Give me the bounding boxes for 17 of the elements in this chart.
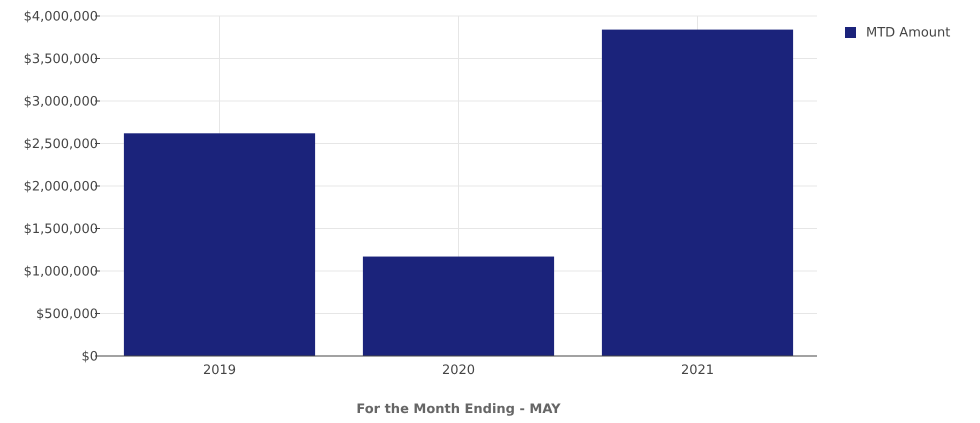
y-tick-label: $2,000,000 [24,180,98,195]
x-axis-title: For the Month Ending - MAY [356,402,562,417]
y-tick-label: $1,000,000 [24,264,98,280]
y-tick-label: $3,000,000 [24,94,98,110]
y-tick-label: $1,500,000 [24,222,98,238]
legend-label: MTD Amount [866,26,950,41]
y-tick-label: $4,000,000 [24,10,98,25]
x-tick-label: 2020 [442,363,476,378]
x-tick-label: 2019 [202,363,236,378]
bar [602,30,794,356]
y-tick-label: $2,500,000 [24,137,98,152]
bar [362,256,554,356]
y-tick-label: $3,500,000 [24,52,98,68]
y-tick-label: $0 [81,350,98,365]
bar [124,133,316,356]
y-tick-label: $500,000 [36,307,98,322]
x-tick-label: 2021 [680,363,714,378]
